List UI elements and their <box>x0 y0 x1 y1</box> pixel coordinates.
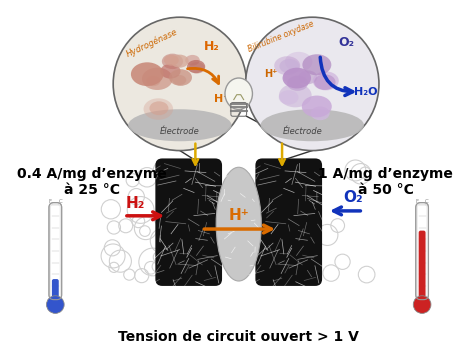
Text: F: F <box>49 199 52 204</box>
Text: O₂: O₂ <box>338 36 354 49</box>
FancyArrowPatch shape <box>320 57 352 96</box>
Ellipse shape <box>274 56 300 75</box>
Text: Hydrogénase: Hydrogénase <box>125 27 180 59</box>
Ellipse shape <box>313 71 339 90</box>
Ellipse shape <box>298 70 317 84</box>
Text: O₂: O₂ <box>344 190 363 205</box>
Ellipse shape <box>280 59 299 73</box>
Ellipse shape <box>260 109 364 141</box>
Ellipse shape <box>311 106 329 120</box>
Ellipse shape <box>302 54 331 75</box>
Ellipse shape <box>285 52 313 72</box>
Text: H₂O: H₂O <box>354 87 378 97</box>
Ellipse shape <box>287 75 308 91</box>
Text: 1 A/mg d’enzyme
à 50 °C: 1 A/mg d’enzyme à 50 °C <box>318 167 453 197</box>
FancyBboxPatch shape <box>49 203 62 300</box>
FancyBboxPatch shape <box>419 231 425 298</box>
Ellipse shape <box>149 101 168 115</box>
Text: H⁺: H⁺ <box>228 208 249 223</box>
Text: Électrode: Électrode <box>282 127 322 136</box>
Text: H⁺: H⁺ <box>265 69 278 79</box>
Circle shape <box>113 17 247 151</box>
Ellipse shape <box>225 78 252 109</box>
FancyBboxPatch shape <box>418 205 427 298</box>
Ellipse shape <box>279 90 298 105</box>
Ellipse shape <box>216 167 261 281</box>
FancyBboxPatch shape <box>255 158 322 286</box>
Ellipse shape <box>279 83 312 107</box>
Ellipse shape <box>185 55 200 65</box>
Ellipse shape <box>302 96 332 117</box>
Ellipse shape <box>164 55 179 66</box>
Ellipse shape <box>160 64 180 79</box>
Text: Bilirubine oxydase: Bilirubine oxydase <box>247 19 315 54</box>
Ellipse shape <box>131 62 164 86</box>
Ellipse shape <box>142 68 172 90</box>
Ellipse shape <box>143 98 173 120</box>
Circle shape <box>413 296 431 313</box>
Circle shape <box>47 296 64 313</box>
Text: H₂: H₂ <box>204 40 219 53</box>
Ellipse shape <box>128 109 232 141</box>
Ellipse shape <box>187 60 205 73</box>
Ellipse shape <box>162 54 183 69</box>
Ellipse shape <box>283 68 307 85</box>
FancyArrowPatch shape <box>188 68 219 83</box>
FancyBboxPatch shape <box>416 203 429 300</box>
Text: H⁺: H⁺ <box>213 93 228 104</box>
Text: F: F <box>415 199 419 204</box>
Ellipse shape <box>171 55 188 68</box>
FancyBboxPatch shape <box>51 205 60 298</box>
FancyBboxPatch shape <box>156 158 222 286</box>
Ellipse shape <box>172 75 186 85</box>
Text: 0.4 A/mg d’enzyme
à 25 °C: 0.4 A/mg d’enzyme à 25 °C <box>17 167 166 197</box>
Circle shape <box>246 17 379 151</box>
Text: Tension de circuit ouvert > 1 V: Tension de circuit ouvert > 1 V <box>118 330 359 344</box>
Text: H₂: H₂ <box>126 196 145 210</box>
FancyBboxPatch shape <box>52 279 59 298</box>
Ellipse shape <box>189 62 205 74</box>
Ellipse shape <box>146 76 160 86</box>
Text: Électrode: Électrode <box>160 127 200 136</box>
Text: C: C <box>425 199 429 204</box>
Ellipse shape <box>314 74 336 90</box>
Ellipse shape <box>282 68 311 88</box>
Text: C: C <box>58 199 62 204</box>
Ellipse shape <box>169 69 192 86</box>
